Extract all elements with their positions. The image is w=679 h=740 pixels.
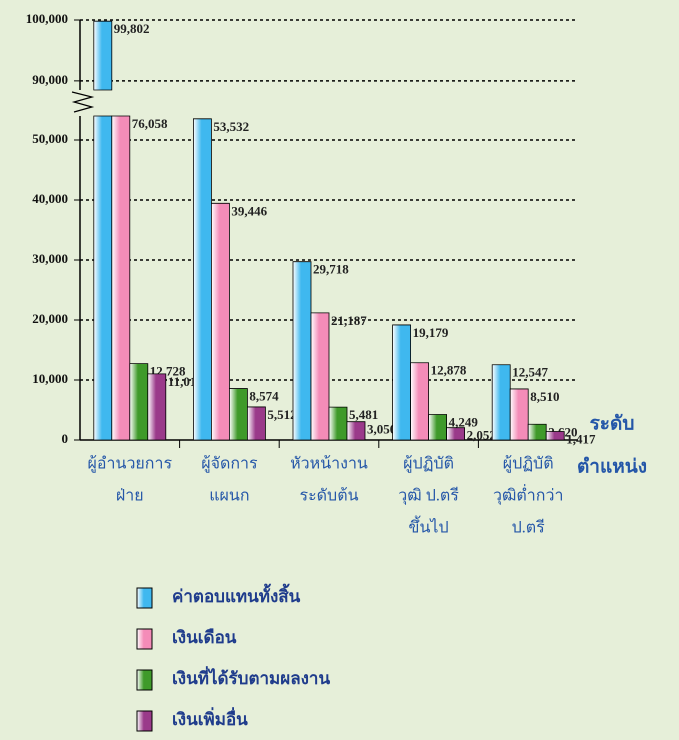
value-label: 3,050 xyxy=(367,422,396,437)
bar xyxy=(129,363,149,441)
x-tick-label: ผู้จัดการ xyxy=(201,455,258,474)
x-tick-label: ผู้ปฏิบัติ xyxy=(503,455,554,474)
x-tick-label: ขึ้นไป xyxy=(409,516,449,537)
legend-label: ค่าตอบแทนทั้งสิ้น xyxy=(172,583,301,606)
legend-swatch xyxy=(136,587,153,609)
bar xyxy=(93,20,113,441)
y-tick-label: 90,000 xyxy=(32,72,68,87)
bar xyxy=(392,324,411,441)
value-label: 4,249 xyxy=(449,414,479,429)
x-tick-label: วุฒิต่ำกว่า xyxy=(493,484,563,506)
bar xyxy=(328,406,348,441)
bar xyxy=(428,414,447,441)
value-label: 53,532 xyxy=(213,119,249,134)
value-label: 12,878 xyxy=(431,363,467,378)
y-tick-label: 30,000 xyxy=(32,251,68,266)
x-axis-label: ระดับ xyxy=(590,413,635,434)
legend-label: เงินเดือน xyxy=(172,627,237,647)
bar xyxy=(491,364,511,441)
y-tick-label: 0 xyxy=(62,431,69,446)
legend-label: เงินที่ได้รับตามผลงาน xyxy=(172,666,330,688)
y-tick-label: 40,000 xyxy=(32,191,68,206)
value-label: 5,512 xyxy=(267,407,296,422)
x-tick-label: ป.ตรี xyxy=(512,519,546,537)
bar xyxy=(527,423,547,441)
x-axis-label: ตำแหน่ง xyxy=(577,456,647,477)
y-tick-label: 50,000 xyxy=(32,131,68,146)
bar xyxy=(545,431,565,441)
x-tick-label: หัวหน้างาน xyxy=(290,455,368,473)
legend-label: เงินเพิ่มอื่น xyxy=(172,707,248,729)
value-label: 1,417 xyxy=(566,431,596,446)
value-label: 39,446 xyxy=(231,203,267,218)
value-label: 76,058 xyxy=(132,116,168,131)
value-label: 19,179 xyxy=(413,325,449,340)
bar xyxy=(247,406,266,441)
value-label: 12,547 xyxy=(512,365,548,380)
bar xyxy=(310,312,330,441)
x-tick-label: ระดับต้น xyxy=(299,487,358,505)
value-label: 29,718 xyxy=(313,262,349,277)
bar xyxy=(229,388,248,441)
y-tick-label: 20,000 xyxy=(32,311,68,326)
bar xyxy=(147,373,167,441)
value-label: 99,802 xyxy=(114,21,150,36)
legend-swatch xyxy=(136,710,153,732)
legend-swatch xyxy=(136,628,153,650)
x-tick-label: ผู้อำนวยการ xyxy=(88,455,173,474)
value-label: 8,574 xyxy=(249,389,279,404)
x-tick-label: แผนก xyxy=(209,488,249,505)
y-tick-label: 100,000 xyxy=(26,11,68,26)
axis-break xyxy=(71,91,95,113)
x-tick-label: ฝ่าย xyxy=(116,488,144,505)
bar xyxy=(509,388,529,441)
bar xyxy=(446,427,465,441)
bar xyxy=(111,115,131,441)
bar xyxy=(193,118,212,441)
x-tick-label: ผู้ปฏิบัติ xyxy=(403,455,454,474)
value-label: 8,510 xyxy=(530,389,559,404)
bar xyxy=(211,202,230,441)
bar xyxy=(410,362,429,441)
value-label: 2,052 xyxy=(467,428,496,443)
value-label: 5,481 xyxy=(349,407,378,422)
y-tick-label: 10,000 xyxy=(32,371,68,386)
bar xyxy=(346,421,366,441)
bar xyxy=(292,261,312,441)
value-label: 21,187 xyxy=(331,313,367,328)
x-tick-label: วุฒิ ป.ตรี xyxy=(398,487,459,506)
legend-swatch xyxy=(136,669,153,691)
